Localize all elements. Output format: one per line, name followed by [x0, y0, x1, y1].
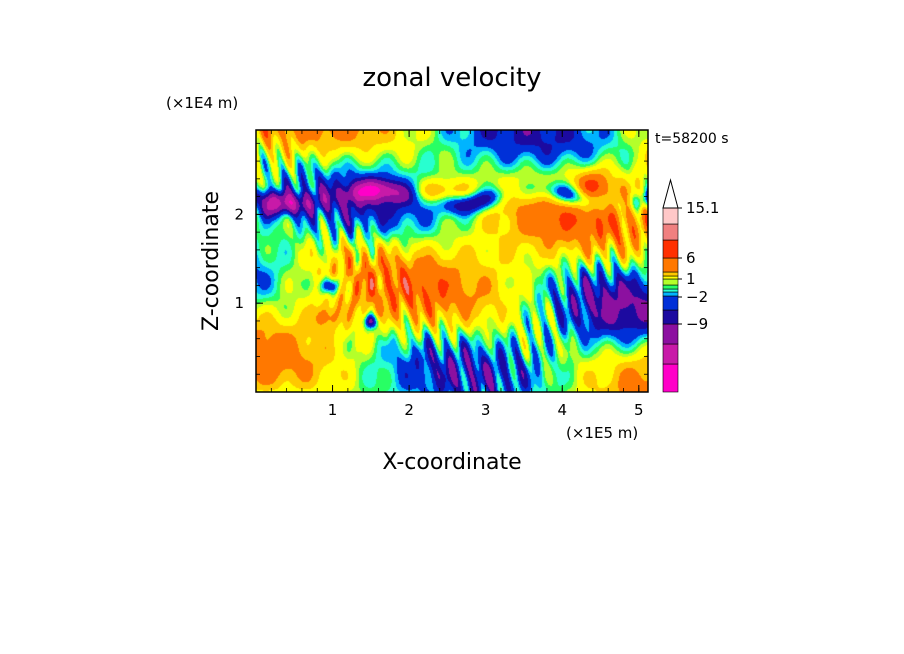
- colorbar-band: [662, 257, 679, 273]
- colorbar-band: [662, 295, 679, 311]
- x-axis: 1 2 3 4 5: [270, 130, 644, 419]
- x-tick-label: 1: [328, 401, 338, 419]
- x-axis-label: X-coordinate: [382, 450, 521, 475]
- colorbar-band: [662, 284, 679, 290]
- plot-area: [255, 129, 649, 393]
- colorbar-band: [662, 363, 679, 393]
- colorbar-band: [662, 288, 679, 293]
- colorbar-band: [662, 309, 679, 325]
- colorbar-band: [662, 343, 679, 365]
- x-tick-label: 4: [557, 401, 567, 419]
- colorbar-band: [662, 239, 679, 259]
- x-tick-label: 2: [404, 401, 414, 419]
- time-label: t=58200 s: [655, 131, 729, 147]
- y-tick-label: 1: [234, 294, 244, 312]
- y-unit-label: (×1E4 m): [166, 94, 238, 112]
- colorbar-extend-arrow: [662, 178, 679, 209]
- colorbar-label: −2: [686, 288, 708, 306]
- colorbar-band: [662, 323, 679, 345]
- colorbar-band: [662, 207, 679, 225]
- chart-title: zonal velocity: [362, 63, 541, 93]
- colorbar-label: 1: [686, 270, 696, 288]
- colorbar-band: [662, 291, 679, 297]
- x-unit-label: (×1E5 m): [566, 424, 638, 442]
- x-tick-label: 5: [634, 401, 644, 419]
- x-tick-label: 3: [481, 401, 491, 419]
- colorbar-label: −9: [686, 315, 708, 333]
- colorbar-band: [662, 278, 679, 286]
- colorbar-label: 6: [686, 249, 696, 267]
- colorbar-band: [662, 271, 679, 277]
- y-tick-label: 2: [234, 205, 244, 223]
- colorbar-band: [662, 223, 679, 241]
- y-axis-label: Z-coordinate: [199, 191, 224, 331]
- colorbar-band: [662, 275, 679, 280]
- y-axis: 12: [234, 142, 648, 375]
- colorbar: 15.1 6 1−2 −9: [662, 178, 719, 393]
- colorbar-label: 15.1: [686, 199, 719, 217]
- plot-frame: [255, 129, 649, 393]
- heatmap-field: [256, 130, 648, 392]
